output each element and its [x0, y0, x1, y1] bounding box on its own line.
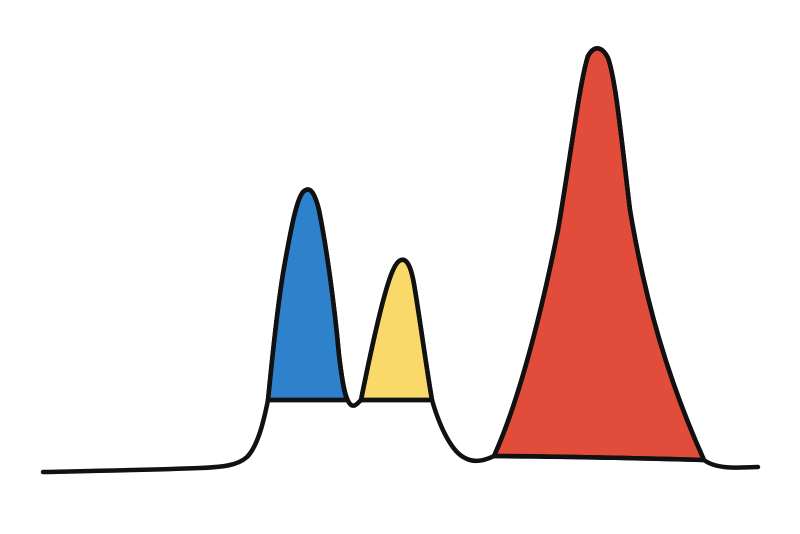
peak-3-fill [491, 46, 707, 463]
peak-3-baseline [491, 453, 707, 463]
signal-outline [40, 46, 761, 475]
